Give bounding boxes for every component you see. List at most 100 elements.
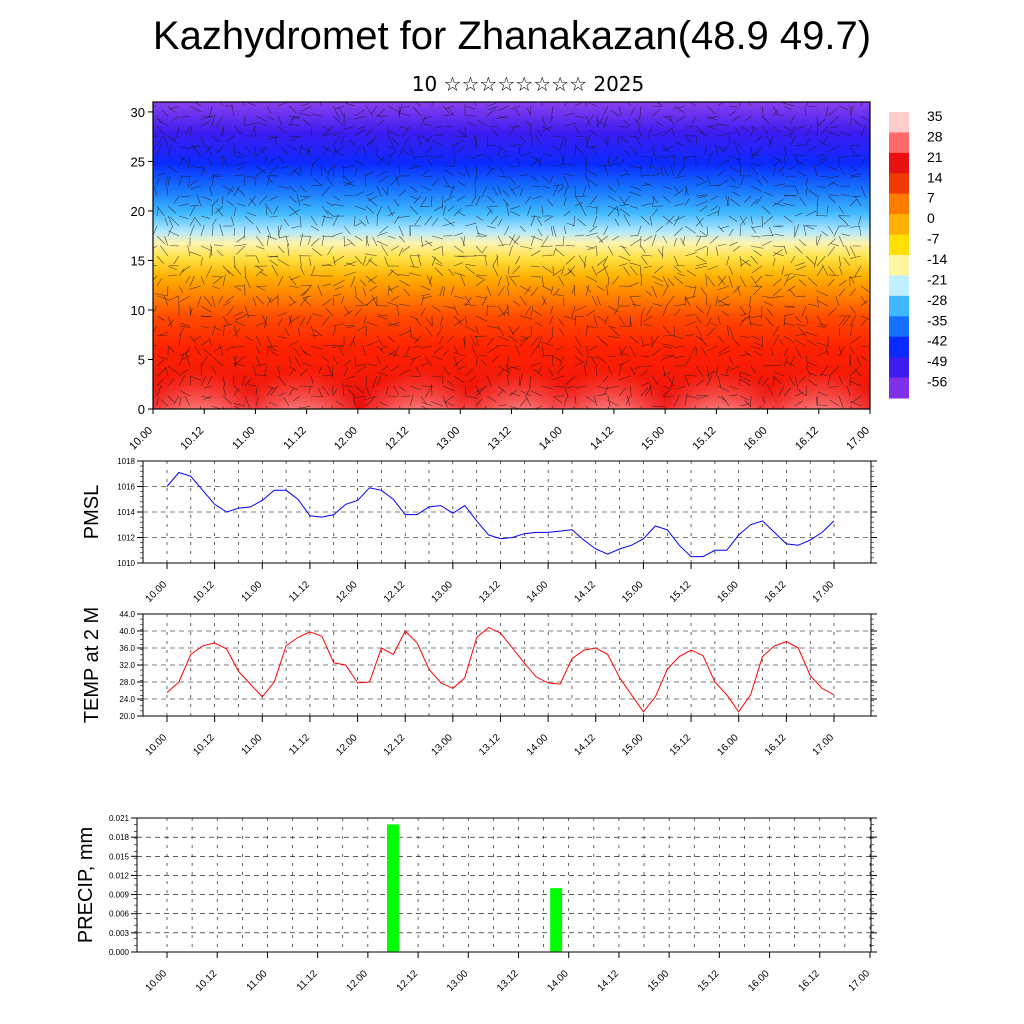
wind-barb xyxy=(574,305,587,312)
wind-barb xyxy=(475,154,485,157)
wind-barb xyxy=(739,395,749,401)
wind-barb xyxy=(563,225,567,235)
wind-barb xyxy=(288,105,297,114)
wind-barb xyxy=(783,355,789,367)
wind-barb xyxy=(739,313,748,317)
wind-barb xyxy=(442,113,454,117)
wind-barb xyxy=(231,216,235,227)
wind-barb xyxy=(244,275,251,288)
wind-barb xyxy=(350,335,356,347)
wind-barb xyxy=(567,268,576,277)
wind-barb xyxy=(477,232,488,237)
wind-barb xyxy=(296,193,301,207)
colorbar-label: -49 xyxy=(927,353,947,369)
wind-barb xyxy=(277,317,283,327)
wind-barb xyxy=(354,295,364,305)
wind-barb xyxy=(574,202,583,207)
warm-core xyxy=(765,344,870,409)
wind-barb xyxy=(541,205,544,215)
wind-barb xyxy=(739,164,742,177)
wind-barb xyxy=(447,205,455,212)
wind-barb xyxy=(294,356,301,367)
wind-barb xyxy=(343,235,345,247)
wind-barb xyxy=(312,313,323,317)
wind-barb xyxy=(761,240,772,247)
wind-barb xyxy=(552,395,563,404)
wind-barb xyxy=(717,385,730,392)
wind-barb xyxy=(798,375,807,383)
wind-barb xyxy=(684,187,688,197)
wind-barb xyxy=(794,400,803,407)
wind-barb xyxy=(700,287,708,297)
wind-barb xyxy=(310,345,324,350)
wind-barb xyxy=(508,275,517,286)
wind-barb xyxy=(380,244,389,257)
wind-barb xyxy=(781,265,785,275)
wind-barb xyxy=(178,350,191,357)
wind-barb xyxy=(475,185,477,197)
wind-barb xyxy=(761,115,771,125)
wind-barb xyxy=(718,345,730,354)
wind-barb xyxy=(218,295,224,304)
wind-barb xyxy=(359,279,367,287)
wind-barb xyxy=(497,175,508,178)
wind-barb xyxy=(813,163,818,177)
warm-core xyxy=(153,344,255,409)
wind-barb xyxy=(714,144,719,157)
wind-barb xyxy=(354,308,362,317)
wind-barb xyxy=(541,295,547,306)
wind-barb xyxy=(849,405,854,409)
wind-barb xyxy=(249,198,257,207)
wind-barb xyxy=(559,355,565,367)
wind-barb xyxy=(178,145,191,150)
wind-barb xyxy=(203,296,213,307)
wind-barb xyxy=(825,346,829,357)
wind-barb xyxy=(211,173,221,177)
wind-barb xyxy=(772,326,780,337)
wind-barb xyxy=(710,205,719,211)
wind-barb xyxy=(343,271,356,277)
wind-barb xyxy=(662,385,672,390)
wind-barb xyxy=(167,274,177,277)
wind-barb xyxy=(827,225,834,234)
wind-barb xyxy=(299,295,309,307)
wind-barb xyxy=(821,231,829,237)
precip-x-tick-label: 14.00 xyxy=(545,968,571,994)
wind-barb xyxy=(211,365,217,375)
warm-core xyxy=(665,344,775,409)
wind-barb xyxy=(849,255,862,259)
wind-barb xyxy=(449,185,455,198)
wind-barb xyxy=(651,348,662,357)
wind-barb xyxy=(649,155,653,169)
wind-barb xyxy=(190,185,202,190)
wind-barb xyxy=(805,385,807,396)
wind-barb xyxy=(207,375,213,386)
wind-barb xyxy=(673,105,686,114)
wind-barb xyxy=(182,355,191,360)
temp-x-tick-label: 13.00 xyxy=(430,732,456,758)
wind-barb xyxy=(695,378,705,387)
wind-barb xyxy=(860,285,869,293)
wind-barb xyxy=(657,249,664,257)
wind-barb xyxy=(750,285,762,287)
wind-barb xyxy=(227,185,235,196)
wind-barb xyxy=(662,235,668,244)
wind-barb xyxy=(559,328,565,337)
wind-barb xyxy=(706,105,716,115)
temp-series-line xyxy=(166,627,835,713)
wind-barb xyxy=(431,195,433,206)
wind-barb xyxy=(710,322,719,327)
wind-barb xyxy=(203,348,213,357)
wind-barb xyxy=(475,325,479,335)
wind-barb xyxy=(541,298,547,307)
wind-barb xyxy=(807,379,818,387)
wind-barb xyxy=(309,257,312,267)
wind-barb xyxy=(607,185,616,193)
wind-barb xyxy=(171,115,180,122)
wind-barb xyxy=(819,175,829,178)
wind-barb xyxy=(591,266,598,277)
wind-barb xyxy=(453,359,463,367)
wind-barb xyxy=(565,245,576,247)
wind-barb xyxy=(816,395,819,406)
wind-barb xyxy=(290,315,301,323)
